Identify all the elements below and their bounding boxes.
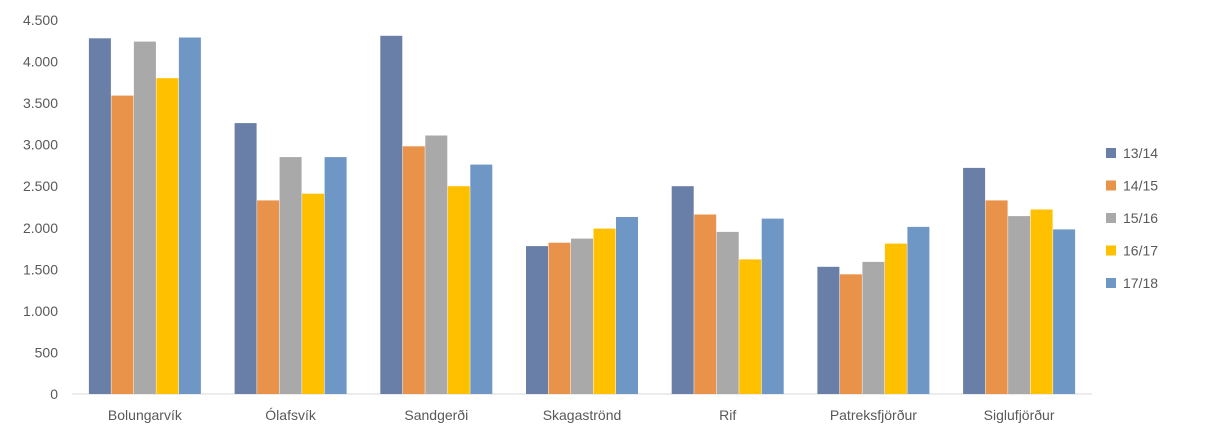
bar <box>548 242 571 394</box>
legend-label: 15/16 <box>1123 210 1158 226</box>
category-label: Patreksfjörður <box>830 407 917 423</box>
y-tick-label: 0 <box>50 386 58 402</box>
bar <box>133 41 156 394</box>
bar <box>425 135 448 394</box>
category-label: Siglufjörður <box>984 407 1055 423</box>
bars <box>88 35 1076 395</box>
category-label: Sandgerði <box>404 407 468 423</box>
bar <box>257 200 280 394</box>
bar <box>178 37 201 394</box>
bar <box>671 186 694 394</box>
bar <box>884 243 907 394</box>
y-tick-label: 1.000 <box>23 303 58 319</box>
bar <box>526 246 548 394</box>
category-label: Bolungarvík <box>108 407 183 423</box>
bar <box>817 266 840 394</box>
bar <box>156 78 179 394</box>
y-tick-label: 3.000 <box>23 137 58 153</box>
y-tick-label: 2.000 <box>23 220 58 236</box>
bar <box>470 164 493 394</box>
legend-label: 16/17 <box>1123 243 1158 259</box>
bar <box>234 123 257 394</box>
bar <box>1030 209 1053 394</box>
bar <box>963 167 986 394</box>
bar <box>571 238 593 394</box>
bar <box>1053 229 1076 394</box>
bar <box>907 226 930 394</box>
bar <box>380 35 403 395</box>
bar <box>761 218 784 394</box>
bar <box>88 38 111 395</box>
bar <box>111 95 134 394</box>
y-tick-label: 3.500 <box>23 95 58 111</box>
y-tick-label: 4.000 <box>23 54 58 70</box>
bar <box>447 186 470 394</box>
bar <box>839 274 862 394</box>
y-tick-label: 4.500 <box>23 12 58 28</box>
bar <box>1008 216 1031 394</box>
category-label: Skagaströnd <box>543 407 622 423</box>
y-tick-label: 500 <box>35 344 59 360</box>
legend: 13/14 14/15 15/16 16/17 17/18 <box>1106 145 1158 291</box>
legend-swatch <box>1106 148 1116 158</box>
y-tick-label: 2.500 <box>23 178 58 194</box>
legend-label: 14/15 <box>1123 178 1158 194</box>
bar <box>862 261 885 394</box>
bar <box>739 259 762 394</box>
bar <box>593 228 616 394</box>
legend-swatch <box>1106 180 1116 191</box>
category-label: Ólafsvík <box>265 407 317 423</box>
legend-swatch <box>1106 278 1116 288</box>
y-axis: 0 500 1.000 1.500 2.000 2.500 3.000 3.500 4.000 4… <box>23 12 58 402</box>
legend-label: 17/18 <box>1123 275 1158 291</box>
category-label: Rif <box>719 407 736 423</box>
bar <box>279 157 302 394</box>
bar <box>324 157 347 394</box>
bar <box>302 193 325 394</box>
y-tick-label: 1.500 <box>23 261 58 277</box>
bar <box>716 231 739 394</box>
bar <box>694 214 717 394</box>
legend-swatch <box>1106 213 1116 223</box>
x-axis: Bolungarvík Ólafsvík Sandgerði Skagaströnd R… <box>108 407 1055 423</box>
legend-swatch <box>1106 245 1116 256</box>
bar <box>402 146 425 394</box>
bar <box>616 217 638 394</box>
bar <box>985 200 1008 394</box>
legend-label: 13/14 <box>1123 145 1158 161</box>
